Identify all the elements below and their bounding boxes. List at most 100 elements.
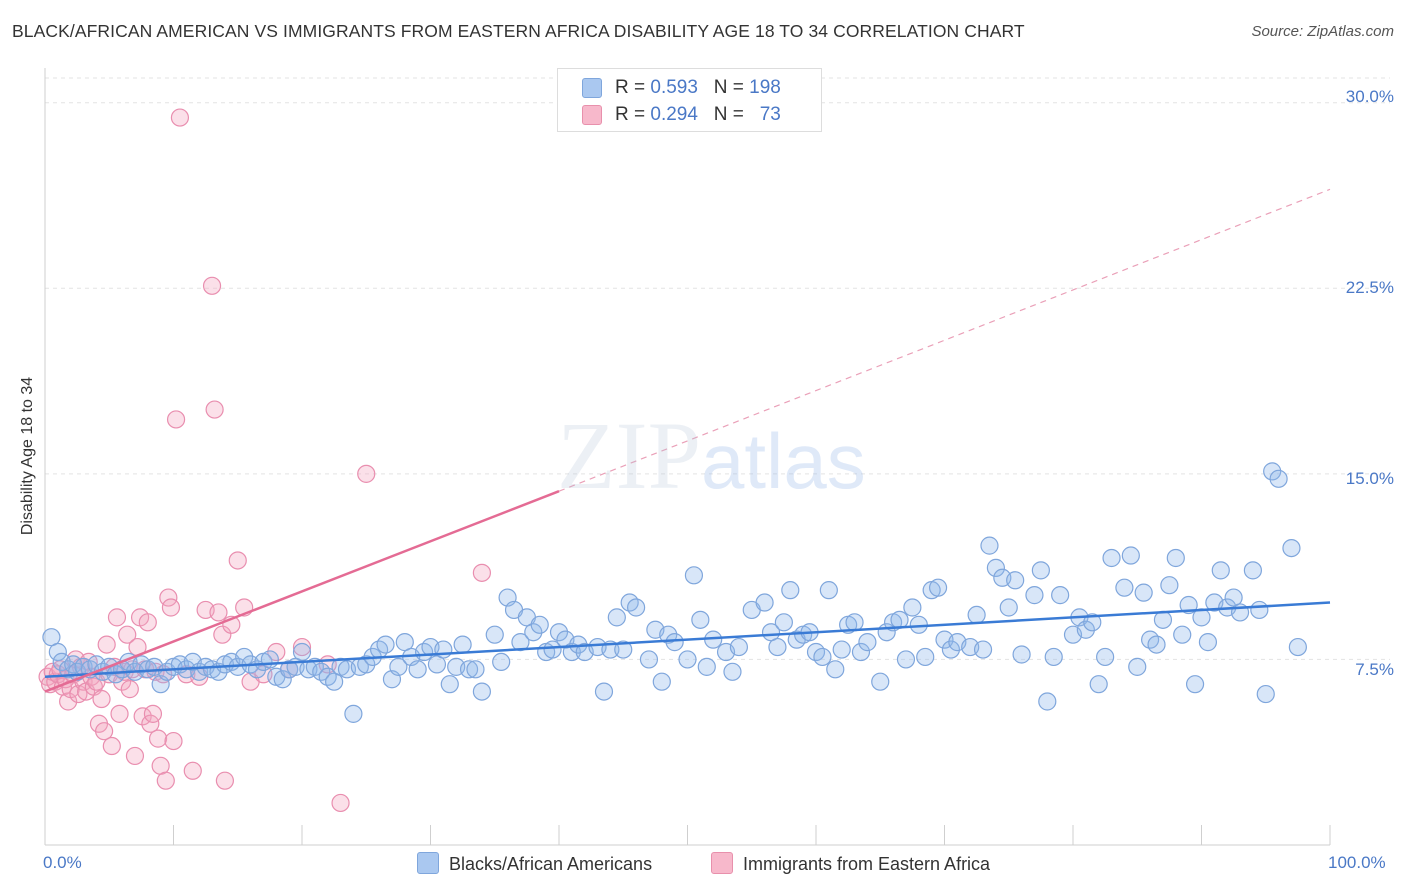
blacks-point <box>52 652 71 672</box>
immigrants-point <box>205 400 224 419</box>
blacks-point <box>1282 538 1301 558</box>
blacks-point <box>813 647 832 667</box>
blacks-point <box>903 598 922 617</box>
blacks-point <box>1173 625 1192 644</box>
y-tick-label: 22.5% <box>1345 278 1394 297</box>
legend-n-value: 73 <box>759 104 781 125</box>
immigrants-point <box>267 642 286 662</box>
blacks-point <box>697 657 716 676</box>
blacks-point <box>1198 633 1218 652</box>
blacks-point <box>851 642 871 662</box>
immigrants-point <box>125 746 145 766</box>
blacks-point <box>928 578 948 597</box>
y-tick-label: 30.0% <box>1345 87 1394 106</box>
immigrants-point <box>357 464 376 483</box>
chart-title: BLACK/AFRICAN AMERICAN VS IMMIGRANTS FRO… <box>12 21 1025 41</box>
immigrants-point <box>138 613 157 632</box>
blacks-point <box>973 640 993 659</box>
blacks-point <box>1147 635 1166 654</box>
immigrants-point <box>161 598 181 617</box>
blacks-point <box>1250 600 1269 620</box>
blacks-point <box>659 625 678 644</box>
x-tick-label: 0.0% <box>43 853 82 872</box>
blacks-point <box>614 640 633 659</box>
legend-r-label: R = <box>615 104 646 125</box>
watermark: ZIPatlas <box>557 402 866 509</box>
immigrants-point <box>228 551 247 570</box>
blacks-point <box>1128 657 1147 676</box>
blacks-point <box>1044 647 1063 667</box>
blacks-point <box>1083 613 1102 632</box>
blacks-point <box>466 660 485 679</box>
blacks-point <box>832 640 851 659</box>
blacks-point <box>1031 561 1050 580</box>
blacks-point <box>1102 548 1121 568</box>
immigrants-point <box>95 722 114 741</box>
blacks-point <box>440 675 459 694</box>
blacks-point <box>652 672 671 691</box>
y-axis-label: Disability Age 18 to 34 <box>19 376 36 536</box>
y-tick-label: 15.0% <box>1345 469 1394 488</box>
blacks-point <box>1256 684 1275 704</box>
blacks-point <box>999 598 1018 617</box>
blacks-point <box>511 633 530 652</box>
y-tick-label: 7.5% <box>1355 660 1394 679</box>
immigrants-point <box>292 637 312 657</box>
immigrants-point <box>107 608 127 627</box>
legend-r-value: 0.294 <box>650 104 698 125</box>
immigrants-point <box>118 625 137 644</box>
immigrants-point <box>215 771 234 790</box>
blacks-point <box>1038 692 1057 711</box>
immigrants-point <box>156 771 175 790</box>
blacks-trend-line <box>44 601 1331 679</box>
blacks-point <box>1288 637 1307 657</box>
blacks-point <box>1211 561 1230 580</box>
blacks-point <box>768 637 787 657</box>
blacks-point <box>755 593 774 612</box>
bottom-legend-label: Immigrants from Eastern Africa <box>743 854 991 874</box>
blacks-point <box>1269 469 1288 488</box>
source-label: Source: ZipAtlas.com <box>1251 23 1394 40</box>
immigrants-point <box>209 603 228 622</box>
blacks-point <box>485 625 504 644</box>
blacks-point <box>607 608 626 627</box>
blacks-point <box>1076 620 1095 639</box>
blacks-point <box>344 704 363 723</box>
blacks-point <box>691 610 710 629</box>
immigrants-point <box>472 563 491 582</box>
x-tick-label: 100.0% <box>1328 853 1386 872</box>
blacks-point <box>549 623 569 642</box>
immigrants-point <box>183 761 202 780</box>
blacks-point <box>1185 675 1205 694</box>
blacks-point <box>1153 610 1173 629</box>
immigrants-point <box>148 729 168 748</box>
blacks-point <box>678 650 697 669</box>
blacks-point <box>967 605 986 625</box>
legend-swatch-blue <box>582 78 602 98</box>
blacks-point <box>260 650 279 669</box>
immigrants-point <box>97 635 116 654</box>
blacks-point <box>1006 571 1025 590</box>
blacks-point <box>48 642 67 662</box>
blacks-point <box>472 682 491 701</box>
blacks-point <box>273 670 292 689</box>
blacks-point <box>626 598 646 617</box>
blacks-point <box>896 650 916 669</box>
bottom-legend-label: Blacks/African Americans <box>449 854 653 874</box>
blacks-point <box>890 610 909 629</box>
blacks-point <box>530 615 549 634</box>
immigrants-point <box>202 276 222 295</box>
legend-swatch-pink <box>582 105 602 125</box>
immigrants-point <box>164 731 183 751</box>
blacks-point <box>858 633 877 652</box>
blacks-point <box>1096 647 1115 667</box>
immigrants-trend-extension <box>558 188 1331 492</box>
blacks-point <box>986 558 1006 577</box>
blacks-point <box>684 566 704 585</box>
blacks-point <box>1089 675 1108 694</box>
immigrants-point <box>102 736 121 756</box>
blacks-point <box>357 655 376 674</box>
bottom-legend-immigrants: Immigrants from Eastern Africa <box>711 852 990 875</box>
bottom-legend-swatch-blue <box>417 852 439 874</box>
